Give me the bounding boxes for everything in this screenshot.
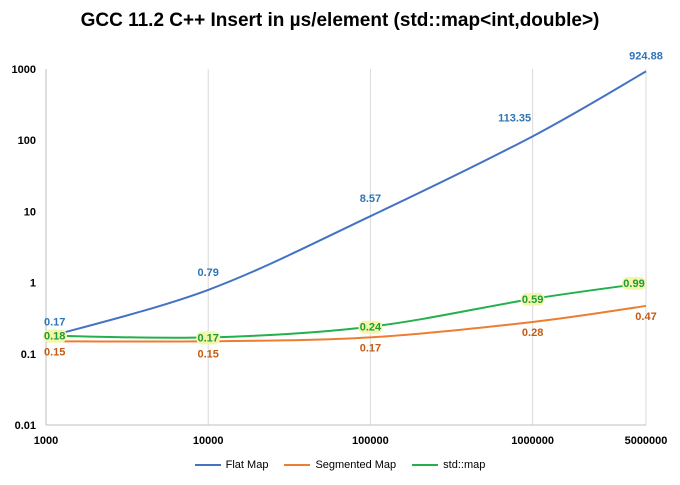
series-line-segmented-map xyxy=(45,304,647,343)
y-tick-label: 1 xyxy=(30,278,36,290)
data-label-segmented-map: 0.15 xyxy=(197,348,218,360)
data-label-segmented-map: 0.17 xyxy=(360,342,381,354)
data-label-bg-std-map xyxy=(196,331,221,345)
x-tick-label: 5000000 xyxy=(625,435,668,447)
legend: Flat Map Segmented Map std::map xyxy=(0,459,680,471)
data-label-std-map: 0.24 xyxy=(360,322,382,334)
legend-label-segmented-map: Segmented Map xyxy=(315,459,397,471)
series-line-std-map xyxy=(45,281,647,339)
legend-item-std-map: std::map xyxy=(412,459,485,471)
x-tick-label: 10000 xyxy=(193,435,224,447)
x-tick-label: 1000000 xyxy=(511,435,554,447)
data-label-std-map: 0.17 xyxy=(197,332,218,344)
y-tick-label: 1000 xyxy=(12,64,36,76)
y-tick-label: 0.01 xyxy=(15,420,36,432)
y-tick-label: 0.1 xyxy=(21,349,36,361)
data-label-flat-map: 113.35 xyxy=(498,112,531,124)
data-label-flat-map: 924.88 xyxy=(629,50,663,62)
data-label-std-map: 0.99 xyxy=(623,278,644,290)
data-label-segmented-map: 0.15 xyxy=(44,346,65,358)
data-label-flat-map: 0.17 xyxy=(44,316,65,328)
legend-item-flat-map: Flat Map xyxy=(194,459,269,471)
legend-swatch-segmented-map xyxy=(284,464,311,466)
data-label-bg-std-map xyxy=(622,276,646,290)
data-label-flat-map: 0.79 xyxy=(197,267,218,279)
data-label-bg-std-map xyxy=(358,320,383,334)
legend-label-std-map: std::map xyxy=(443,459,486,471)
legend-swatch-flat-map xyxy=(194,464,221,466)
series-line-flat-map xyxy=(45,70,647,339)
data-label-segmented-map: 0.28 xyxy=(522,327,543,339)
data-label-segmented-map: 0.47 xyxy=(635,311,656,323)
data-label-flat-map: 8.57 xyxy=(360,193,381,205)
x-tick-label: 1000 xyxy=(34,435,58,447)
x-tick-label: 100000 xyxy=(352,435,389,447)
data-label-std-map: 0.59 xyxy=(522,294,543,306)
legend-item-segmented-map: Segmented Map xyxy=(284,459,396,471)
chart-title: GCC 11.2 C++ Insert in µs/element (std::… xyxy=(80,10,600,31)
data-label-std-map: 0.18 xyxy=(44,331,65,343)
y-tick-label: 100 xyxy=(18,135,36,147)
data-label-bg-std-map xyxy=(43,329,67,343)
data-label-bg-std-map xyxy=(520,292,545,306)
legend-swatch-std-map xyxy=(412,464,439,466)
y-tick-label: 10 xyxy=(24,206,36,218)
legend-label-flat-map: Flat Map xyxy=(225,459,269,471)
